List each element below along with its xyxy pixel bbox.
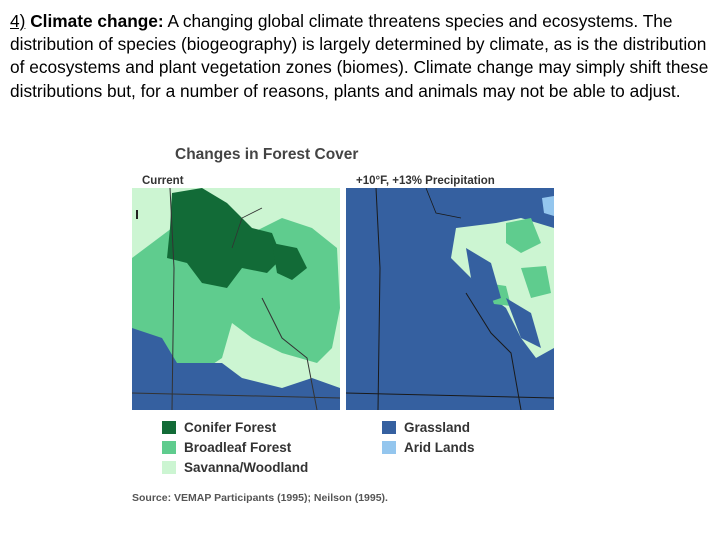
swatch-broadleaf: [162, 441, 176, 454]
legend-label-broadleaf: Broadleaf Forest: [184, 440, 292, 455]
figure-source: Source: VEMAP Participants (1995); Neils…: [132, 492, 388, 504]
swatch-arid: [382, 441, 396, 454]
paragraph: 4) Climate change: A changing global cli…: [10, 10, 710, 103]
swatch-conifer: [162, 421, 176, 434]
paragraph-number: 4): [10, 11, 26, 31]
legend: Conifer Forest Broadleaf Forest Savanna/…: [162, 420, 532, 480]
legend-label-conifer: Conifer Forest: [184, 420, 277, 435]
panel-label-future: +10°F, +13% Precipitation: [356, 175, 495, 187]
panel-label-current: Current: [142, 175, 184, 187]
forest-cover-figure: Changes in Forest Cover Current +10°F, +…: [130, 142, 560, 512]
map-current: [132, 188, 340, 410]
legend-label-savanna: Savanna/Woodland: [184, 460, 309, 475]
paragraph-heading: Climate change:: [30, 11, 164, 31]
legend-label-arid: Arid Lands: [404, 440, 475, 455]
map-future: [346, 188, 554, 410]
paragraph-body: A changing global climate threatens spec…: [10, 11, 709, 101]
figure-title: Changes in Forest Cover: [175, 146, 359, 163]
legend-label-grassland: Grassland: [404, 420, 471, 435]
swatch-grassland: [382, 421, 396, 434]
swatch-savanna: [162, 461, 176, 474]
